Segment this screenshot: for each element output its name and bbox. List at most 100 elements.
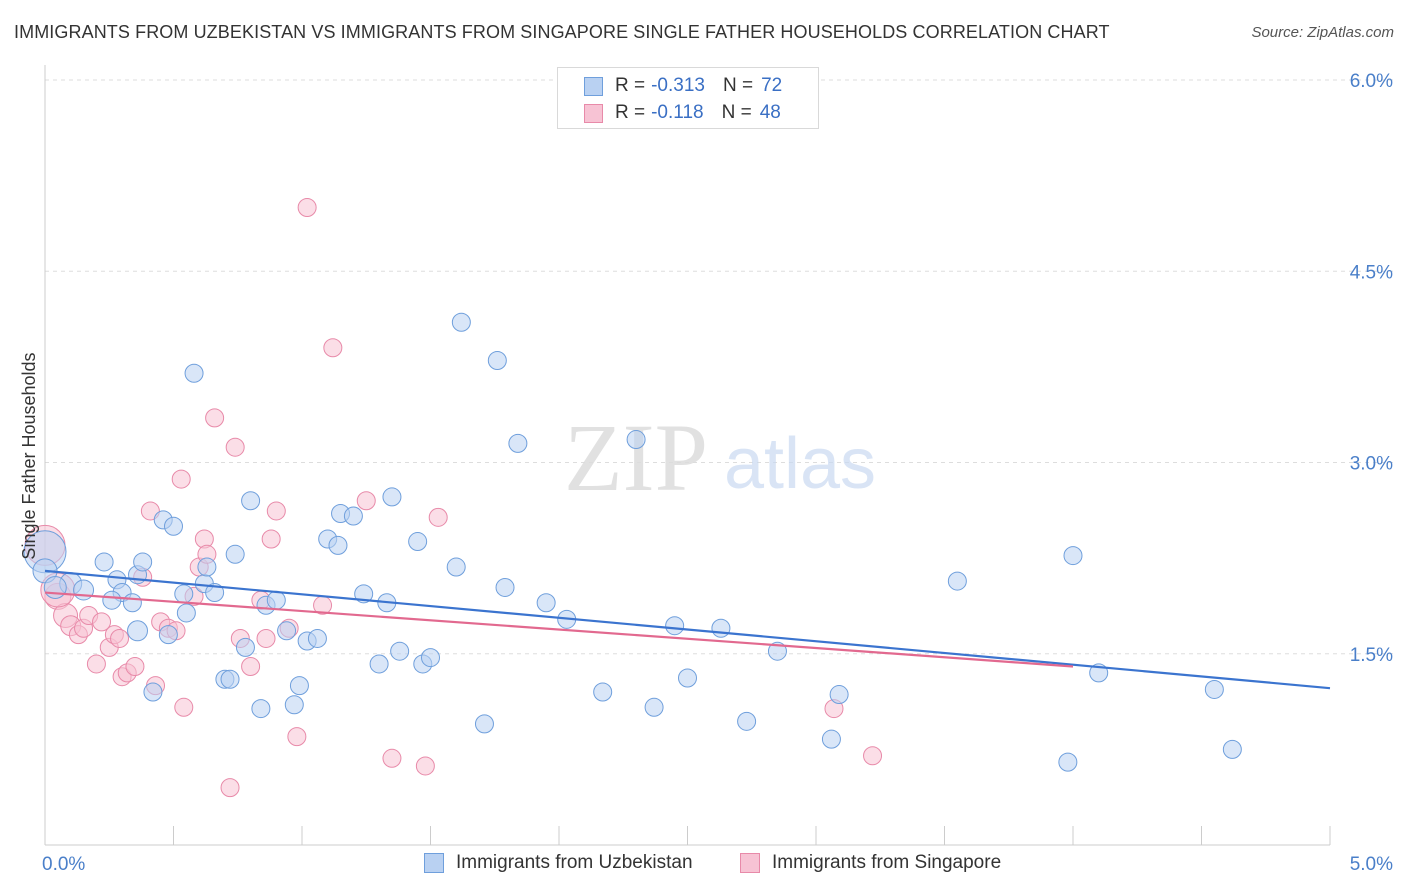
point-uzbekistan [102,590,122,610]
y-axis-label: Single Father Households [19,352,39,559]
point-uzbekistan [451,312,471,332]
point-uzbekistan [536,593,556,613]
point-uzbekistan [446,557,466,577]
point-uzbekistan [328,535,348,555]
tick-labels: 1.5% 3.0% 4.5% 6.0% 0.0% 5.0% [42,71,1393,875]
point-uzbekistan [174,584,194,604]
point-uzbekistan [220,669,240,689]
point-uzbekistan [369,654,389,674]
source-credit: Source: ZipAtlas.com [1251,24,1394,41]
point-uzbekistan [143,682,163,702]
point-uzbekistan [127,620,149,642]
trend-lines [44,569,1331,690]
x-tick-label: 0.0% [42,854,85,875]
point-uzbekistan [205,583,225,603]
point-uzbekistan [235,637,255,657]
point-uzbekistan [947,571,967,591]
y-tick-label: 4.5% [1350,262,1393,283]
point-uzbekistan [487,351,507,370]
point-uzbekistan [289,676,309,696]
x-tick-label: 5.0% [1350,854,1393,875]
point-uzbekistan [122,593,142,613]
point-uzbekistan [711,618,731,638]
series-legend: Immigrants from Uzbekistan Immigrants fr… [0,852,1406,878]
point-uzbekistan [665,616,685,636]
point-uzbekistan [421,648,440,668]
point-singapore [297,198,317,217]
grid-lines [45,79,1395,655]
n-value: 48 [759,102,781,123]
correlation-legend: R = -0.313 N = 72 R = -0.118 N = 48 [557,67,819,129]
point-uzbekistan [158,625,178,645]
y-tick-label: 3.0% [1350,454,1393,475]
point-uzbekistan [1222,739,1242,759]
n-value: 72 [761,75,783,96]
point-singapore [323,338,343,358]
point-singapore [261,529,281,549]
point-uzbekistan [382,487,402,507]
point-singapore [92,612,112,632]
point-uzbekistan [508,433,528,453]
watermark: ZIP atlas [564,404,876,511]
point-uzbekistan [184,363,204,383]
legend-swatch-pink [584,103,603,123]
point-singapore [256,628,276,648]
point-uzbekistan [1058,752,1078,772]
n-label: N = [721,102,752,123]
point-singapore [225,437,245,457]
point-uzbekistan [821,729,841,749]
point-singapore [110,628,130,648]
point-uzbekistan [678,668,697,688]
point-singapore [863,746,883,766]
watermark-zip: ZIP [564,404,708,511]
n-label: N = [722,75,754,96]
r-value: -0.118 [651,102,704,123]
point-uzbekistan [176,603,196,623]
point-singapore [205,408,225,428]
y-tick-label: 6.0% [1350,71,1393,92]
point-singapore [356,491,376,511]
chart-title: IMMIGRANTS FROM UZBEKISTAN VS IMMIGRANTS… [14,22,1110,42]
point-singapore [86,654,106,674]
point-uzbekistan [343,506,363,526]
point-uzbekistan [164,516,183,536]
point-uzbekistan [354,584,374,604]
series-uzbekistan-points [23,312,1242,772]
point-uzbekistan [1204,679,1224,699]
point-uzbekistan [94,552,114,572]
point-singapore [174,697,194,717]
legend-label-uzbekistan: Immigrants from Uzbekistan [456,852,693,873]
point-uzbekistan [197,557,217,577]
y-tick-label: 1.5% [1350,645,1393,666]
r-value: -0.313 [651,75,705,96]
point-uzbekistan [307,628,327,648]
legend-swatch-blue [424,853,444,873]
legend-swatch-blue [584,76,603,96]
point-singapore [382,748,402,768]
point-singapore [125,657,145,676]
legend-label-singapore: Immigrants from Singapore [772,852,1002,873]
legend-item-singapore[interactable]: Immigrants from Singapore [740,852,1001,874]
trend-line-singapore [44,591,1074,668]
point-singapore [415,756,435,776]
legend-row-singapore: R = -0.118 N = 48 [584,100,781,126]
r-label: R = [615,102,646,123]
point-singapore [220,778,240,798]
axes [44,65,1331,846]
legend-swatch-pink [740,853,760,873]
point-uzbekistan [474,714,494,734]
legend-item-uzbekistan[interactable]: Immigrants from Uzbekistan [424,852,693,874]
point-uzbekistan [133,552,153,572]
point-uzbekistan [767,641,787,661]
point-singapore [287,727,307,747]
point-singapore [428,507,448,527]
point-uzbekistan [225,544,245,564]
point-uzbekistan [390,641,410,661]
point-uzbekistan [737,711,757,731]
point-uzbekistan [73,579,95,601]
point-singapore [241,657,261,676]
point-uzbekistan [251,699,271,719]
point-uzbekistan [495,577,515,597]
point-singapore [266,501,286,521]
